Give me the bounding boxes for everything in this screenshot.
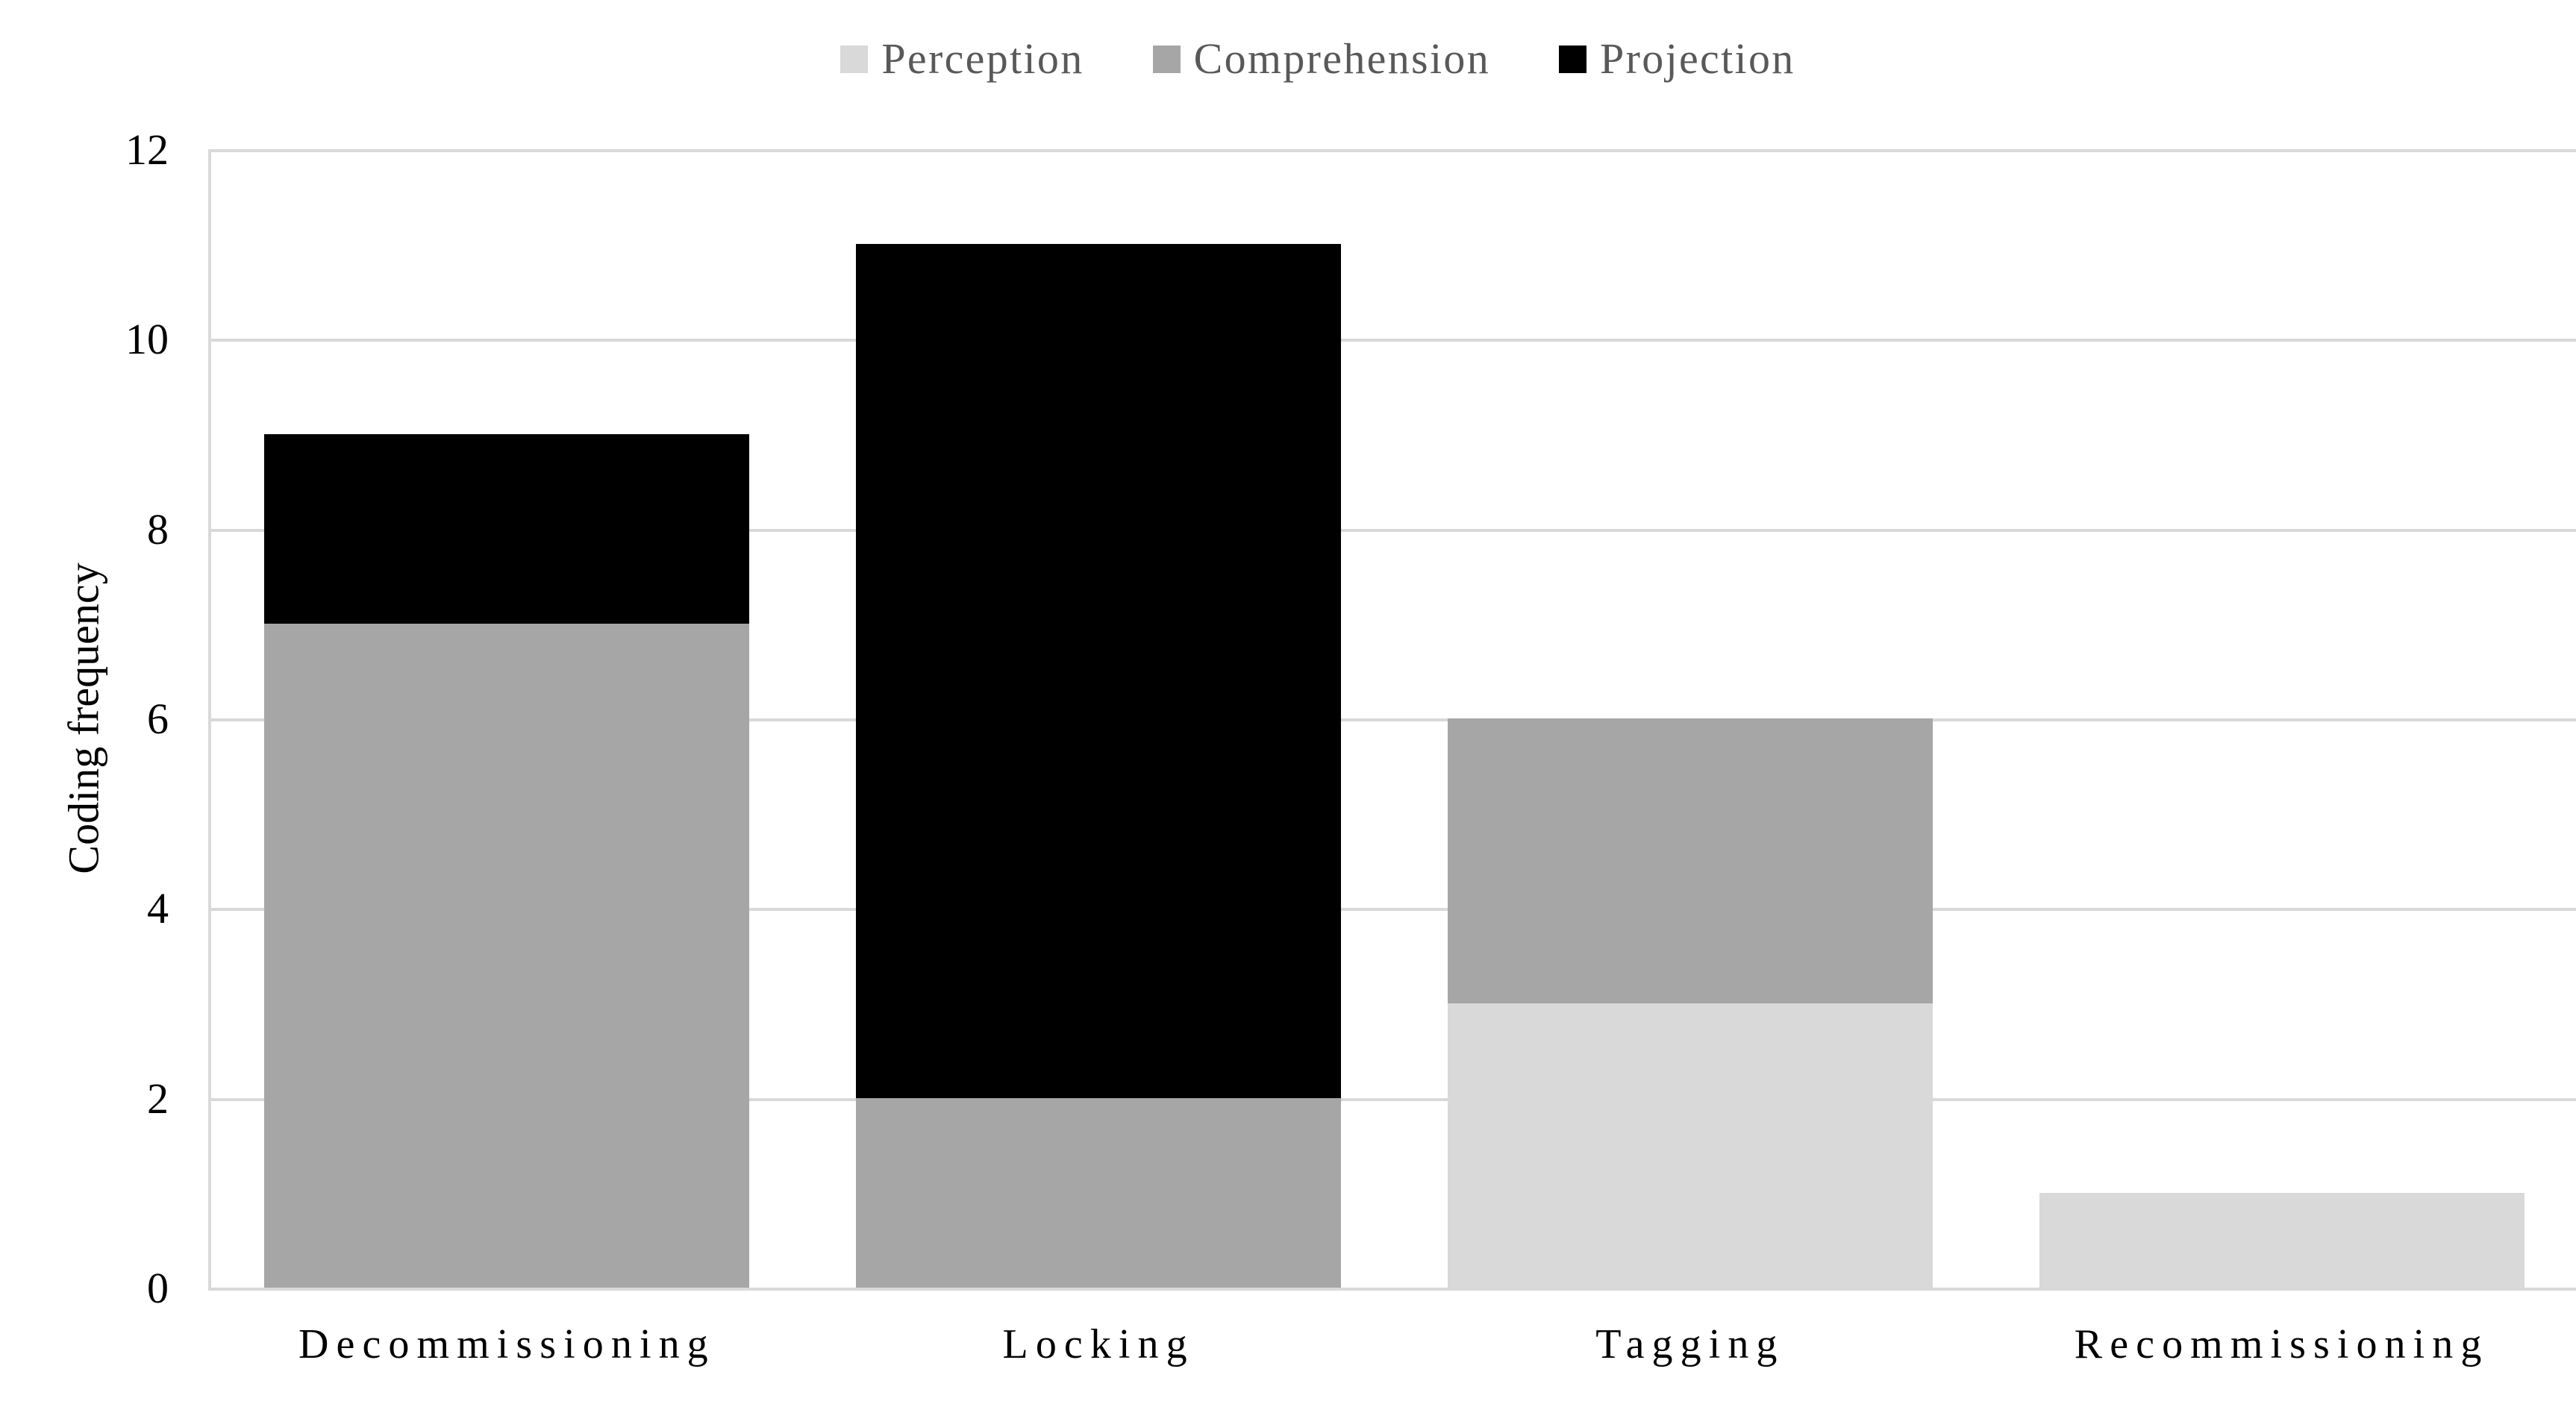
gridline-y-12 — [211, 149, 2576, 152]
gridline-y-10 — [211, 339, 2576, 342]
y-axis-tick-label-2: 2 — [147, 1074, 169, 1123]
y-axis-tick-label-12: 12 — [125, 125, 169, 174]
legend-item-projection: Projection — [1559, 34, 1795, 84]
legend-label: Projection — [1600, 34, 1795, 83]
legend-label: Perception — [881, 34, 1084, 83]
y-axis-tick-label-10: 10 — [125, 315, 169, 364]
bar-decommissioning-segment-comprehension — [264, 623, 750, 1288]
x-axis-label-locking: Locking — [1002, 1321, 1195, 1367]
gridline-y-4 — [211, 908, 2576, 912]
gridline-y-2 — [211, 1097, 2576, 1101]
legend-item-comprehension: Comprehension — [1152, 34, 1491, 84]
legend-item-perception: Perception — [840, 34, 1084, 84]
gridline-y-8 — [211, 528, 2576, 532]
x-axis-label-tagging: Tagging — [1595, 1321, 1785, 1367]
x-axis-label-decommissioning: Decommissioning — [298, 1321, 716, 1367]
gridline-y-0 — [211, 1288, 2576, 1291]
legend-swatch-perception-icon — [840, 45, 869, 73]
bar-tagging-segment-comprehension — [1447, 718, 1933, 1003]
y-axis-line — [208, 149, 211, 1291]
legend-swatch-projection-icon — [1559, 45, 1587, 73]
y-axis-tick-label-6: 6 — [147, 694, 169, 743]
bar-locking-segment-comprehension — [856, 1097, 1342, 1288]
bar-locking-segment-projection — [856, 244, 1342, 1098]
y-axis-tick-label-0: 0 — [147, 1263, 169, 1312]
y-axis-tick-label-8: 8 — [147, 504, 169, 554]
legend-swatch-comprehension-icon — [1152, 45, 1181, 73]
y-axis-tick-label-4: 4 — [147, 884, 169, 933]
stacked-bar-chart: Perception Comprehension Projection Coding… — [30, 12, 2576, 1395]
chart-legend: Perception Comprehension Projection — [30, 34, 2576, 84]
bar-decommissioning-segment-projection — [264, 433, 750, 624]
legend-label: Comprehension — [1193, 34, 1491, 83]
bar-tagging-segment-perception — [1447, 1003, 1933, 1288]
x-axis-label-recommissioning: Recommissioning — [2074, 1321, 2489, 1367]
plot-area — [208, 149, 2576, 1291]
gridline-y-6 — [211, 718, 2576, 721]
bar-recommissioning-segment-perception — [2039, 1192, 2525, 1288]
